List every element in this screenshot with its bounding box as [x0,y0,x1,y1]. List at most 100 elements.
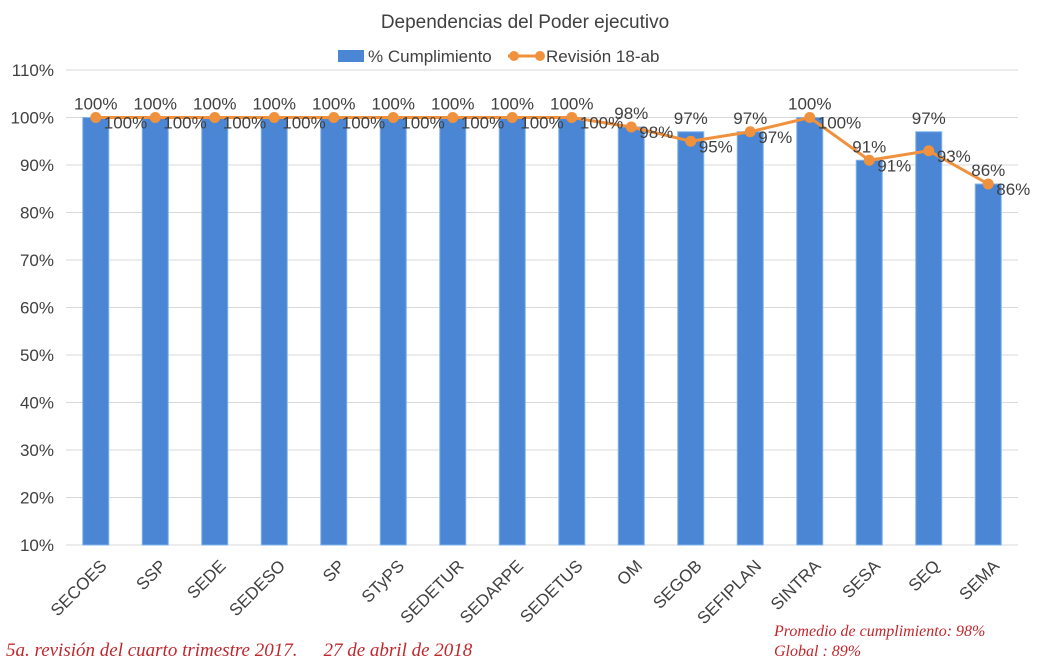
bar [320,117,348,546]
bar [855,159,883,546]
line-point [506,112,518,123]
y-tick-label: 90% [20,156,54,175]
legend-line-marker [509,51,519,61]
bar-data-label: 100% [312,95,355,114]
line-data-label: 100% [401,114,444,133]
line-point [268,112,280,123]
line-point [744,126,756,138]
line-data-label: 97% [758,128,792,147]
line-data-label: 98% [639,123,673,142]
x-tick-label: STyPS [358,556,408,606]
bar [915,131,943,546]
footer-summary: Promedio de cumplimiento: 98% Global : 8… [774,622,985,662]
line-data-label: 100% [223,114,266,133]
y-tick-label: 50% [20,346,54,365]
legend-line-label: Revisión 18-ab [546,47,659,66]
y-tick-label: 10% [20,536,54,555]
bar-data-label: 100% [253,95,296,114]
x-tick-label: SEMA [956,556,1004,604]
line-data-label: 100% [461,114,504,133]
x-tick-label: OM [613,556,646,589]
line-point [447,112,459,123]
bar-data-label: 100% [134,95,177,114]
line-point [685,135,697,147]
bar [736,131,764,546]
x-tick-label: SEGOB [649,556,705,612]
x-tick-label: SSP [133,556,170,593]
bar-data-label: 97% [733,109,767,128]
bar [201,117,229,546]
line-point [566,112,578,123]
y-tick-label: 80% [20,204,54,223]
bar-data-label: 98% [614,104,648,123]
bar-data-label: 100% [372,95,415,114]
line-point [625,121,637,133]
line-data-label: 91% [877,156,911,175]
line-data-label: 100% [163,114,206,133]
bar [379,117,407,546]
line-point [149,112,161,123]
data-labels: 100% 100% 100% 100% 100% 100% 100% 100% 100% 98% 9… [74,95,1030,200]
y-tick-label: 110% [12,61,54,80]
x-tick-label: SECOES [47,556,111,620]
line-data-label: 100% [818,114,861,133]
bar-data-label: 100% [788,95,831,114]
footer-note: 5a. revisión del cuarto trimestre 2017. 2… [6,640,472,662]
bar-data-label: 91% [852,137,886,156]
line-data-label: 100% [282,114,325,133]
x-tick-label: SEQ [905,556,944,595]
line-data-label: 86% [996,180,1030,199]
line-data-label: 100% [104,114,147,133]
x-tick-label: SESA [839,556,885,602]
bar [617,126,645,546]
bar-data-label: 100% [550,95,593,114]
bar-data-label: 100% [193,95,236,114]
bar [498,117,526,546]
line-point [863,154,875,166]
x-tick-label: SP [319,556,348,585]
x-tick-label: SEDETUR [397,556,468,627]
x-tick-label: SEDE [183,556,229,602]
line-data-label: 95% [699,137,733,156]
bar [974,183,1002,546]
bar [558,117,586,546]
y-tick-label: 70% [20,251,54,270]
x-tick-label: SEDESO [226,556,290,620]
footer-date: 27 de abril de 2018 [323,640,473,661]
average-compliance: Promedio de cumplimiento: 98% [774,623,986,640]
global-compliance: Global : 89% [774,643,862,660]
line-data-label: 100% [342,114,385,133]
footer-review-note: 5a. revisión del cuarto trimestre 2017. [6,640,298,661]
bar-data-label: 86% [971,161,1005,180]
line-series [90,112,994,190]
x-tick-label: SEDARPE [456,556,527,627]
legend: % Cumplimiento Revisión 18-ab [338,47,659,66]
bar-data-label: 100% [431,95,474,114]
line-point [804,112,816,123]
bar [796,117,824,546]
line-point [923,145,935,157]
legend-bar-swatch [338,50,364,62]
x-tick-label: SEDETUS [516,556,586,626]
chart-title: Dependencias del Poder ejecutivo [381,12,669,33]
series-line [95,115,989,186]
bar [439,117,467,546]
line-data-label: 100% [520,114,563,133]
y-tick-label: 60% [20,299,54,318]
line-point [328,112,340,123]
bar [260,117,288,546]
legend-bar-label: % Cumplimiento [368,47,492,66]
bar-data-label: 100% [491,95,534,114]
bar-data-label: 97% [912,109,946,128]
line-data-label: 93% [937,147,971,166]
bar [677,131,705,546]
line-point [209,112,221,123]
x-tick-label: SEFIPLAN [694,556,766,628]
y-tick-label: 100% [11,109,54,128]
x-tick-label: SINTRA [767,556,825,614]
legend-line-marker [535,51,545,61]
line-data-label: 100% [580,114,623,133]
